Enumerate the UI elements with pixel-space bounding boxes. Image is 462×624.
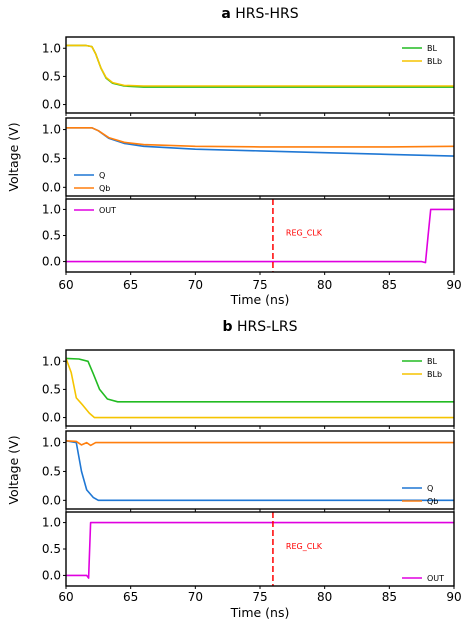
series-line-blb [66,358,454,419]
plot-frame [65,430,455,510]
y-tick-label: 0.5 [42,229,61,243]
panel-letter: a [221,6,230,22]
series-line-qb [66,127,454,148]
subplot-b-2: 0.0 0.5 1.0 Q Qb [42,430,455,512]
reg-clk-label: REG_CLK [286,229,323,238]
legend-label: BLb [427,370,442,379]
panel-b: b HRS-LRS Voltage (V) Time (ns) 60 65 70 75 80 8… [6,319,462,620]
y-tick-label: 1.0 [42,41,61,55]
legend-label: BL [427,44,437,53]
plot-frame [65,117,455,197]
y-tick-label: 1.0 [42,436,61,450]
panel-title: a HRS-HRS [221,6,298,22]
y-tick-label: 0.0 [42,411,61,425]
legend-label: BL [427,357,437,366]
plot-frame [65,511,455,587]
legend: OUT [402,574,444,583]
y-tick-label: 0.5 [42,151,61,165]
series-line-qb [66,440,454,447]
x-axis-label: Time (ns) [230,605,290,620]
y-tick-label: 0.0 [42,98,61,112]
x-tick-label: 75 [252,278,267,292]
legend-label: OUT [99,206,116,215]
panel-letter: b [222,319,232,335]
x-axis-label: Time (ns) [230,292,290,307]
series-line-out [66,208,454,264]
legend-label: Q [427,484,433,493]
plot-frame [65,349,455,427]
x-tick-label: 60 [58,590,73,604]
x-tick-label: 60 [58,278,73,292]
subplot-b-3: 0.0 0.5 1.0 REG_CLK OUT [42,511,455,589]
x-tick-label: 90 [446,590,461,604]
y-tick-label: 0.5 [42,69,61,83]
x-tick-label: 85 [382,278,397,292]
x-tick-label: 65 [123,278,138,292]
x-tick-label: 70 [188,278,203,292]
y-tick-label: 1.0 [42,123,61,137]
subplot-a-2: 0.0 0.5 1.0 Q Qb [42,117,455,199]
plot-frame [65,198,455,273]
panel-title: b HRS-LRS [222,319,297,335]
legend: Q Qb [74,171,110,193]
y-tick-label: 0.0 [42,568,61,582]
series-line-bl [66,357,454,403]
x-tick-label: 65 [123,590,138,604]
legend: Q Qb [402,484,438,506]
y-tick-label: 0.0 [42,493,61,507]
legend: OUT [74,206,116,215]
panel-a: a HRS-HRS Voltage (V) Time (ns) 60 65 70 75 80 8… [6,6,462,307]
legend-label: Qb [99,184,110,193]
subplot-a-1: 0.0 0.5 1.0 BL BLb [42,36,455,116]
x-tick-label: 85 [382,590,397,604]
x-tick-label: 80 [317,590,332,604]
subplot-b-1: 0.0 0.5 1.0 BL BLb [42,349,455,429]
y-axis-label: Voltage (V) [6,122,21,191]
legend-label: Qb [427,497,438,506]
y-tick-label: 1.0 [42,202,61,216]
reg-clk-label: REG_CLK [286,542,323,551]
x-tick-label: 70 [188,590,203,604]
legend: BL BLb [402,357,442,379]
series-line-blb [66,44,454,87]
series-line-bl [66,44,454,88]
subplot-a-3: 0.0 0.5 1.0 REG_CLK OUT [42,198,455,275]
legend-label: OUT [427,574,444,583]
panel-title-text: HRS-LRS [237,319,298,335]
legend-label: BLb [427,57,442,66]
y-axis-label: Voltage (V) [6,435,21,504]
y-tick-label: 1.0 [42,516,61,530]
y-tick-label: 0.5 [42,382,61,396]
y-tick-label: 0.5 [42,464,61,478]
y-tick-label: 0.0 [42,180,61,194]
y-tick-label: 1.0 [42,354,61,368]
y-tick-label: 0.5 [42,542,61,556]
legend-label: Q [99,171,105,180]
series-line-out [66,521,454,579]
plot-frame [65,36,455,114]
legend: BL BLb [402,44,442,66]
x-tick-label: 75 [252,590,267,604]
series-line-q [66,440,454,502]
y-tick-label: 0.0 [42,255,61,269]
x-tick-label: 90 [446,278,461,292]
x-tick-label: 80 [317,278,332,292]
panel-title-text: HRS-HRS [235,6,298,22]
